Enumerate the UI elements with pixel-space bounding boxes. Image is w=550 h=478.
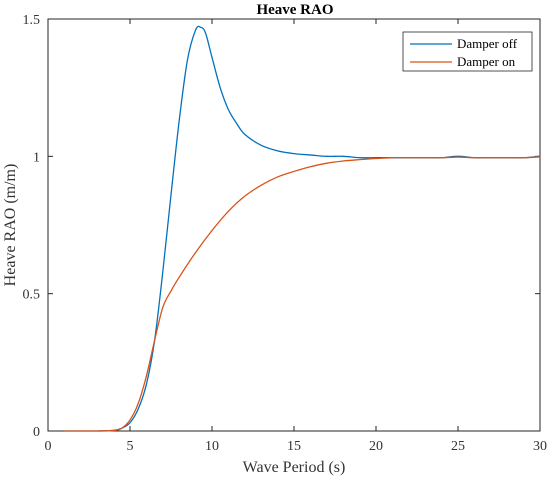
- x-tick-label: 30: [533, 439, 547, 454]
- legend-box: [402, 31, 533, 72]
- x-tick-label: 20: [369, 439, 383, 454]
- y-tick-label: 0.5: [23, 288, 41, 303]
- x-tick-label: 5: [127, 439, 134, 454]
- x-tick-label: 10: [205, 439, 219, 454]
- chart-title: Heave RAO: [256, 2, 333, 18]
- y-tick-label: 0: [33, 425, 40, 440]
- x-tick-label: 0: [45, 439, 52, 454]
- x-tick-label: 25: [451, 439, 465, 454]
- x-axis-label: Wave Period (s): [243, 459, 346, 476]
- y-axis-label: Heave RAO (m/m): [2, 164, 19, 287]
- y-axis: 0 0.5 1 1.5: [23, 13, 540, 440]
- legend-label-damper-on: Damper on: [457, 54, 516, 69]
- legend-label-damper-off: Damper off: [457, 36, 518, 51]
- series-group: [64, 25, 541, 432]
- legend: Damper off Damper on: [402, 31, 533, 72]
- series-line-damper-on: [64, 156, 541, 432]
- x-tick-label: 15: [287, 439, 301, 454]
- plot-frame: [47, 18, 541, 432]
- plot-area: [47, 18, 541, 432]
- y-tick-label: 1: [33, 150, 40, 165]
- x-axis: 0 5 10 15 20 25 30: [45, 19, 547, 454]
- y-tick-label: 1.5: [23, 13, 41, 28]
